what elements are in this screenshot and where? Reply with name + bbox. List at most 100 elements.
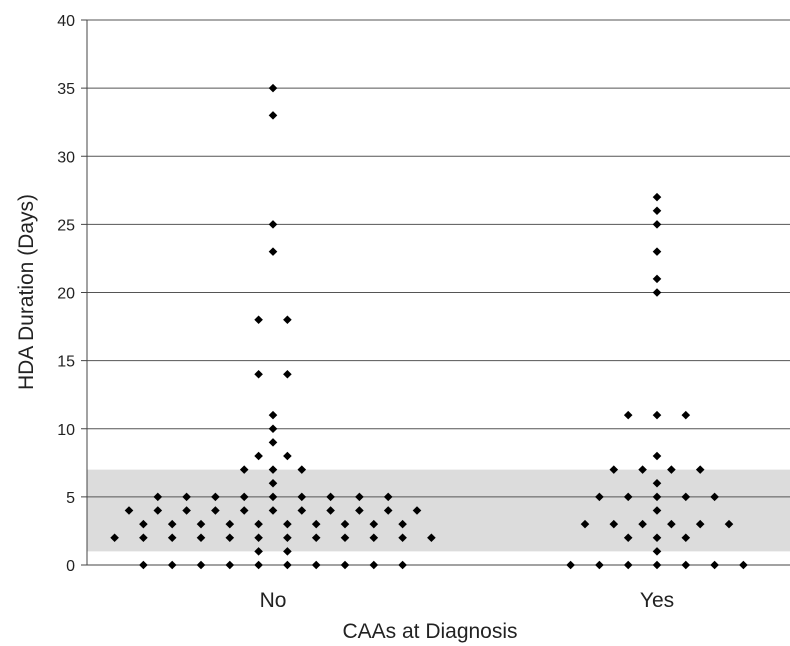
data-point <box>652 220 662 229</box>
data-point <box>412 506 422 515</box>
data-point <box>340 560 350 570</box>
data-point <box>369 519 379 529</box>
data-point <box>623 533 633 543</box>
data-point <box>182 506 191 515</box>
data-point <box>681 560 691 570</box>
data-point <box>311 560 321 570</box>
data-point <box>681 410 691 420</box>
data-points <box>110 83 748 570</box>
data-point <box>153 506 163 515</box>
data-point <box>355 492 364 502</box>
data-point <box>283 560 292 570</box>
data-point <box>326 492 335 502</box>
data-point <box>196 533 206 543</box>
data-point <box>239 465 249 474</box>
y-tick-label: 20 <box>57 286 75 303</box>
data-point <box>695 519 705 529</box>
data-point <box>268 492 278 502</box>
data-point <box>609 465 619 474</box>
y-tick-label: 25 <box>57 217 75 234</box>
data-point <box>268 424 278 434</box>
data-point <box>283 315 292 325</box>
y-tick-label: 5 <box>66 490 75 507</box>
data-point <box>623 560 633 570</box>
data-point <box>652 451 662 461</box>
data-point <box>739 560 748 570</box>
y-tick-label: 0 <box>66 558 75 575</box>
data-point <box>595 492 604 502</box>
data-point <box>695 465 705 474</box>
data-point <box>268 247 278 256</box>
data-point <box>652 506 662 515</box>
data-point <box>254 533 263 543</box>
data-point <box>225 560 235 570</box>
data-point <box>667 519 676 529</box>
data-point <box>369 533 379 543</box>
data-point <box>254 519 263 529</box>
data-point <box>652 410 662 420</box>
data-point <box>340 533 350 543</box>
data-point <box>710 492 719 502</box>
data-point <box>652 547 662 556</box>
data-point <box>167 560 177 570</box>
data-point <box>311 533 321 543</box>
x-axis-title: CAAs at Diagnosis <box>342 620 517 643</box>
data-point <box>311 519 321 529</box>
data-point <box>609 519 619 529</box>
data-point <box>110 533 119 543</box>
data-point <box>652 478 662 488</box>
data-point <box>326 506 335 515</box>
y-tick-label: 10 <box>57 422 75 439</box>
data-point <box>595 560 604 570</box>
data-point <box>268 83 278 93</box>
data-point <box>638 465 647 474</box>
y-tick-label: 15 <box>57 354 75 371</box>
data-point <box>167 533 177 543</box>
data-point <box>652 288 662 297</box>
data-point <box>254 369 263 379</box>
data-point <box>139 519 148 529</box>
data-point <box>340 519 350 529</box>
data-point <box>652 274 662 284</box>
data-point <box>268 111 278 120</box>
data-point <box>268 438 278 447</box>
data-point <box>225 519 235 529</box>
data-point <box>297 492 307 502</box>
data-point <box>283 519 292 529</box>
data-point <box>652 560 662 570</box>
data-point <box>283 547 292 556</box>
data-point <box>398 519 407 529</box>
data-point <box>369 560 379 570</box>
data-point <box>383 506 393 515</box>
y-tick-label: 35 <box>57 81 75 98</box>
data-point <box>225 533 235 543</box>
data-point <box>139 533 148 543</box>
data-point <box>623 410 633 420</box>
data-point <box>283 533 292 543</box>
data-point <box>652 206 662 216</box>
data-point <box>211 492 220 502</box>
data-point <box>239 492 249 502</box>
data-point <box>167 519 177 529</box>
data-point <box>297 506 307 515</box>
y-tick-labels: 0 5 10 15 20 25 30 35 40 <box>57 13 75 575</box>
data-point <box>254 560 263 570</box>
data-point <box>297 465 307 474</box>
data-point <box>427 533 436 543</box>
y-axis-title: HDA Duration (Days) <box>15 194 38 390</box>
data-point <box>638 519 647 529</box>
data-point <box>710 560 719 570</box>
data-point <box>398 560 407 570</box>
data-point <box>383 492 393 502</box>
data-point <box>139 560 148 570</box>
data-point <box>254 547 263 556</box>
data-point <box>398 533 407 543</box>
data-point <box>652 533 662 543</box>
data-point <box>724 519 734 529</box>
data-point <box>681 492 691 502</box>
data-point <box>254 315 263 325</box>
data-point <box>239 506 249 515</box>
y-tick-label: 40 <box>57 13 75 30</box>
data-point <box>283 369 292 379</box>
data-point <box>283 451 292 461</box>
